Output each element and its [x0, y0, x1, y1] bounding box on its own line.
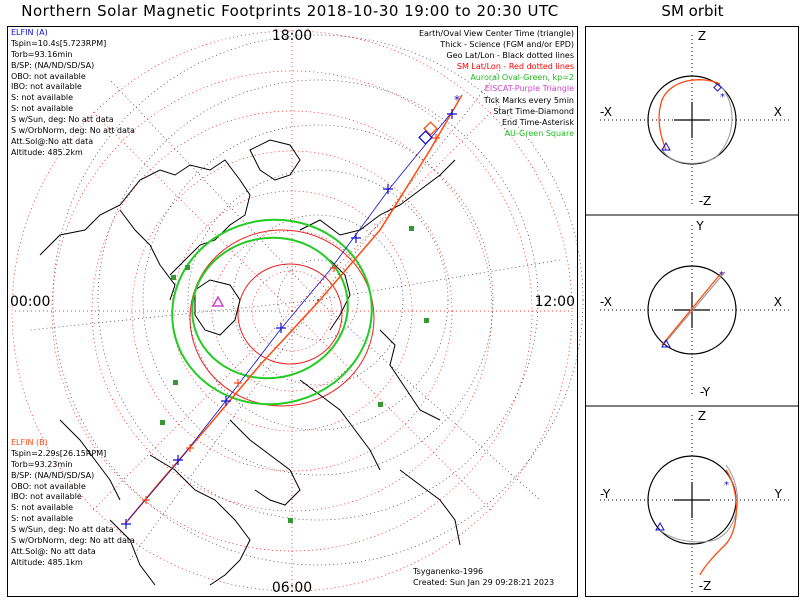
elfin-b-info-line: Att.Sol@: No att data — [11, 546, 96, 556]
orbit3-left-label: -Y — [600, 487, 611, 501]
svg-text:*: * — [719, 270, 724, 281]
orbit2-right-label: X — [774, 295, 782, 309]
track-tick — [330, 264, 338, 272]
track-tick — [142, 496, 150, 504]
elfin-b-info-line: Torb=93.23min — [11, 459, 73, 469]
track-tick — [186, 444, 194, 452]
elfin-b-info-line: IBO: not available — [11, 492, 82, 502]
track-tick — [432, 134, 440, 142]
elfin-b-track — [124, 94, 463, 525]
mlt-label-bottom: 06:00 — [272, 580, 312, 596]
track-tick — [351, 233, 361, 243]
track-tick — [447, 109, 457, 119]
created-credit: Created: Sun Jan 29 09:28:21 2023 — [413, 578, 555, 587]
au-stations — [160, 226, 429, 523]
legend-item: EISCAT-Purple Triangle — [484, 84, 574, 94]
elfin-a-info-line: B/SP: (NA/ND/SD/SA) — [11, 60, 95, 70]
orbit2-bottom-label: -Y — [700, 385, 711, 399]
elfin-b-info-line: S w/OrbNorm, deg: No att data — [11, 536, 135, 546]
elfin-a-info-line: Altitude: 485.2km — [11, 147, 83, 157]
mlt-label-top: 18:00 — [272, 28, 312, 44]
elfin-a-info-line: Att.Sol@:No att data — [11, 136, 94, 146]
track-tick — [383, 184, 393, 194]
geo-grid — [29, 34, 584, 566]
orbit-panel-title: SM orbit — [661, 2, 724, 20]
elfin-b-info-line: S: not available — [11, 514, 74, 524]
track-tick — [234, 379, 242, 387]
elfin-b-info-line: OBO: not available — [11, 481, 86, 491]
legend-item: Tick Marks every 5min — [483, 95, 574, 105]
legend: Earth/Oval View Center Time (triangle) Th… — [419, 28, 574, 139]
eiscat-marker — [211, 295, 225, 307]
legend-item: SM Lat/Lon - Red dotted lines — [456, 62, 574, 72]
elfin-a-ticks — [121, 109, 457, 529]
page-title: Northern Solar Magnetic Footprints 2018-… — [21, 2, 559, 20]
orbit-frame — [585, 26, 799, 597]
orbit1-left-label: -X — [600, 105, 612, 119]
orbit3-right-label: Y — [774, 487, 783, 501]
elfin-a-info: ELFIN (A) Tspin=10.4s[5.723RPM] Torb=93.1… — [11, 28, 135, 157]
mlt-label-right: 12:00 — [535, 294, 575, 310]
orbit1-right-label: X — [774, 105, 782, 119]
elfin-a-end-asterisk: * — [454, 93, 460, 107]
track-tick — [276, 323, 286, 333]
elfin-a-info-line: OBO: not available — [11, 71, 86, 81]
orbit1-top-label: Z — [698, 29, 706, 43]
elfin-a-info-line: Torb=93.16min — [11, 49, 73, 59]
orbit1-bottom-label: -Z — [699, 194, 712, 208]
mlt-label-left: 00:00 — [10, 294, 50, 310]
legend-item: Thick - Science (FGM and/or EPD) — [440, 40, 574, 50]
elfin-a-name: ELFIN (A) — [11, 28, 48, 37]
orbit-panel-yz: * Z -Z -Y Y — [600, 409, 790, 595]
elfin-b-info: ELFIN (B) Tspin=2.29s[26.15RPM] Torb=93.2… — [11, 438, 135, 567]
elfin-a-info-line: S w/Sun, deg: No att data — [11, 115, 114, 125]
map-frame — [7, 26, 578, 597]
coastlines — [39, 139, 461, 586]
elfin-b-start-diamond — [423, 121, 438, 136]
orbit3-top-label: Z — [698, 409, 706, 423]
legend-item: End Time-Asterisk — [501, 117, 574, 127]
legend-item: Earth/Oval View Center Time (triangle) — [418, 29, 574, 38]
track-tick — [173, 455, 183, 465]
legend-item: Start Time-Diamond — [493, 106, 574, 116]
elfin-b-info-line: Tspin=2.29s[26.15RPM] — [11, 448, 107, 458]
orbit-panel-xz: * Z -Z -X X — [600, 29, 790, 208]
orbit3-bottom-label: -Z — [699, 579, 712, 593]
elfin-b-info-line: Altitude: 485.1km — [11, 557, 83, 567]
elfin-a-info-line: Tspin=10.4s[5.723RPM] — [11, 38, 107, 48]
legend-item: Auroral Oval-Green, kp=2 — [470, 73, 574, 83]
elfin-b-name: ELFIN (B) — [11, 438, 48, 447]
elfin-a-info-line: IBO: not available — [11, 82, 82, 92]
elfin-a-info-line: S: not available — [11, 104, 74, 114]
track-tick — [221, 396, 231, 406]
legend-item: AU-Green Square — [504, 128, 574, 138]
svg-text:*: * — [724, 480, 729, 491]
orbit2-top-label: Y — [695, 219, 704, 233]
sm-pole-circles — [189, 229, 375, 407]
model-credit: Tsyganenko-1996 — [413, 567, 484, 576]
orbit-panel-xy: * Y -Y -X X — [600, 219, 790, 399]
elfin-a-info-line: S w/OrbNorm, deg: No att data — [11, 126, 135, 136]
legend-item: Geo Lat/Lon - Black dotted lines — [446, 51, 574, 61]
auroral-oval — [171, 218, 373, 406]
orbit2-left-label: -X — [600, 295, 612, 309]
track-tick — [121, 519, 131, 529]
svg-text:*: * — [720, 92, 725, 103]
elfin-b-info-line: S: not available — [11, 503, 74, 513]
elfin-b-ticks — [142, 134, 440, 504]
credits: Tsyganenko-1996 Created: Sun Jan 29 09:2… — [413, 566, 554, 588]
elfin-a-start-diamond — [418, 130, 433, 145]
elfin-b-info-line: S w/Sun, deg: No att data — [11, 525, 114, 535]
elfin-a-info-line: S: not available — [11, 93, 74, 103]
elfin-b-info-line: B/SP: (NA/ND/SD/SA) — [11, 470, 95, 480]
